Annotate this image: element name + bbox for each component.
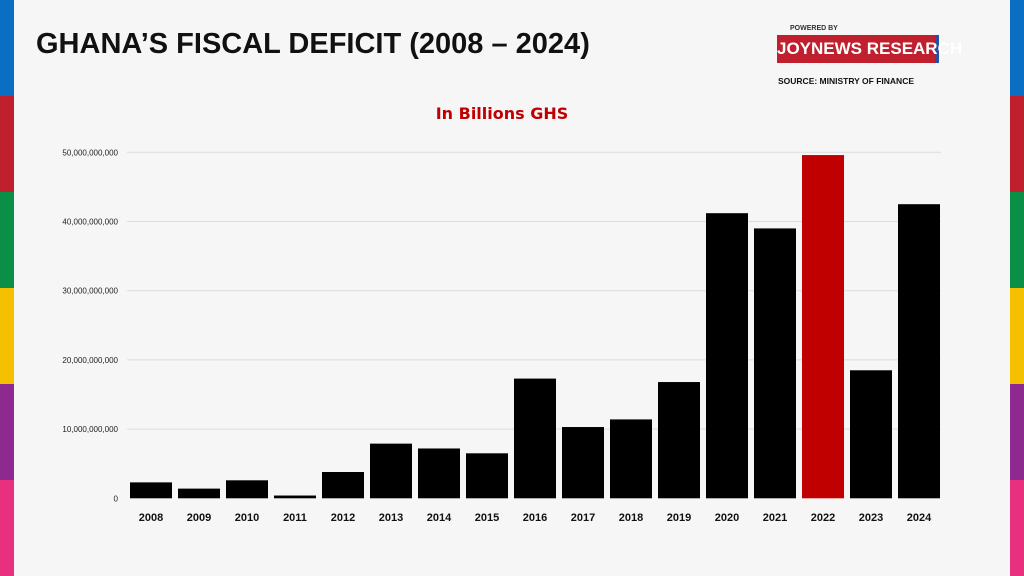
bar-2020 [706, 213, 748, 499]
x-tick-label: 2012 [331, 512, 355, 524]
bar-2019 [658, 382, 700, 499]
x-tick-label: 2020 [715, 512, 739, 524]
bar-2024 [898, 204, 940, 499]
x-tick-label: 2018 [619, 512, 643, 524]
left-color-stripe [0, 0, 14, 576]
bar-2010 [226, 480, 268, 499]
x-tick-label: 2010 [235, 512, 259, 524]
bar-2011 [274, 495, 316, 499]
powered-by-label: POWERED BY [790, 25, 838, 32]
x-tick-label: 2017 [571, 512, 595, 524]
x-tick-label: 2009 [187, 512, 211, 524]
y-tick-label: 0 [114, 494, 119, 503]
bar-2023 [850, 370, 892, 499]
x-tick-label: 2019 [667, 512, 691, 524]
bar-2012 [322, 472, 364, 499]
bar-2009 [178, 488, 220, 499]
x-tick-label: 2015 [475, 512, 499, 524]
bar-2014 [418, 448, 460, 499]
x-tick-label: 2014 [427, 512, 452, 524]
bar-2021 [754, 228, 796, 499]
page-title: GHANA’S FISCAL DEFICIT (2008 – 2024) [36, 28, 590, 60]
y-tick-label: 50,000,000,000 [62, 148, 118, 157]
y-tick-label: 10,000,000,000 [62, 425, 118, 434]
x-tick-label: 2021 [763, 512, 787, 524]
bar-2018 [610, 419, 652, 499]
bar-2015 [466, 453, 508, 499]
x-tick-label: 2011 [283, 512, 307, 524]
bar-2016 [514, 378, 556, 499]
x-tick-label: 2008 [139, 512, 163, 524]
x-tick-label: 2023 [859, 512, 883, 524]
y-tick-label: 40,000,000,000 [62, 218, 118, 227]
bar-2017 [562, 427, 604, 499]
x-tick-label: 2024 [907, 512, 932, 524]
right-color-stripe [1010, 0, 1024, 576]
bar-2022 [802, 155, 844, 499]
x-tick-label: 2016 [523, 512, 547, 524]
y-tick-label: 30,000,000,000 [62, 287, 118, 296]
x-tick-label: 2013 [379, 512, 403, 524]
brand-logo: JOYNEWS RESEARCH [777, 35, 962, 63]
y-tick-label: 20,000,000,000 [62, 356, 118, 365]
x-tick-label: 2022 [811, 512, 835, 524]
bar-2013 [370, 443, 412, 499]
bar-2008 [130, 482, 172, 499]
chart-title: In Billions GHS [435, 104, 569, 123]
source-label: SOURCE: MINISTRY OF FINANCE [778, 76, 915, 86]
